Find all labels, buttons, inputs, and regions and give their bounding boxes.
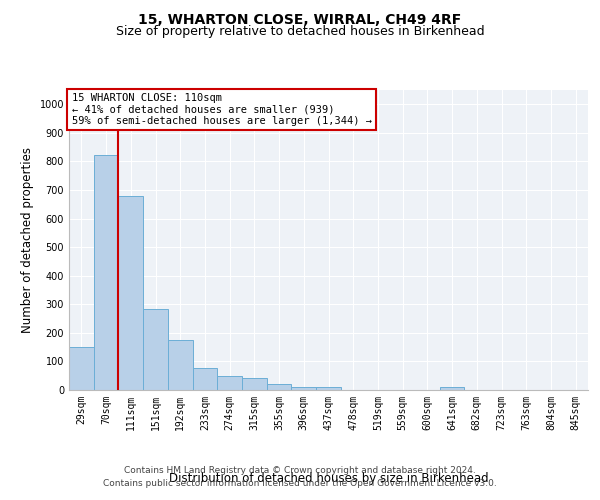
Bar [267,384,292,390]
Bar [143,308,168,390]
Bar [168,340,193,390]
Bar [94,155,118,390]
X-axis label: Distribution of detached houses by size in Birkenhead: Distribution of detached houses by size … [169,472,488,485]
Text: Contains HM Land Registry data © Crown copyright and database right 2024.
Contai: Contains HM Land Registry data © Crown c… [103,466,497,487]
Text: 15, WHARTON CLOSE, WIRRAL, CH49 4RF: 15, WHARTON CLOSE, WIRRAL, CH49 4RF [139,12,461,26]
Bar [440,387,464,390]
Text: 15 WHARTON CLOSE: 110sqm
← 41% of detached houses are smaller (939)
59% of semi-: 15 WHARTON CLOSE: 110sqm ← 41% of detach… [71,93,371,126]
Bar [217,376,242,390]
Bar [193,368,217,390]
Bar [316,387,341,390]
Y-axis label: Number of detached properties: Number of detached properties [21,147,34,333]
Text: Size of property relative to detached houses in Birkenhead: Size of property relative to detached ho… [116,25,484,38]
Bar [292,386,316,390]
Bar [118,196,143,390]
Bar [242,378,267,390]
Bar [69,347,94,390]
